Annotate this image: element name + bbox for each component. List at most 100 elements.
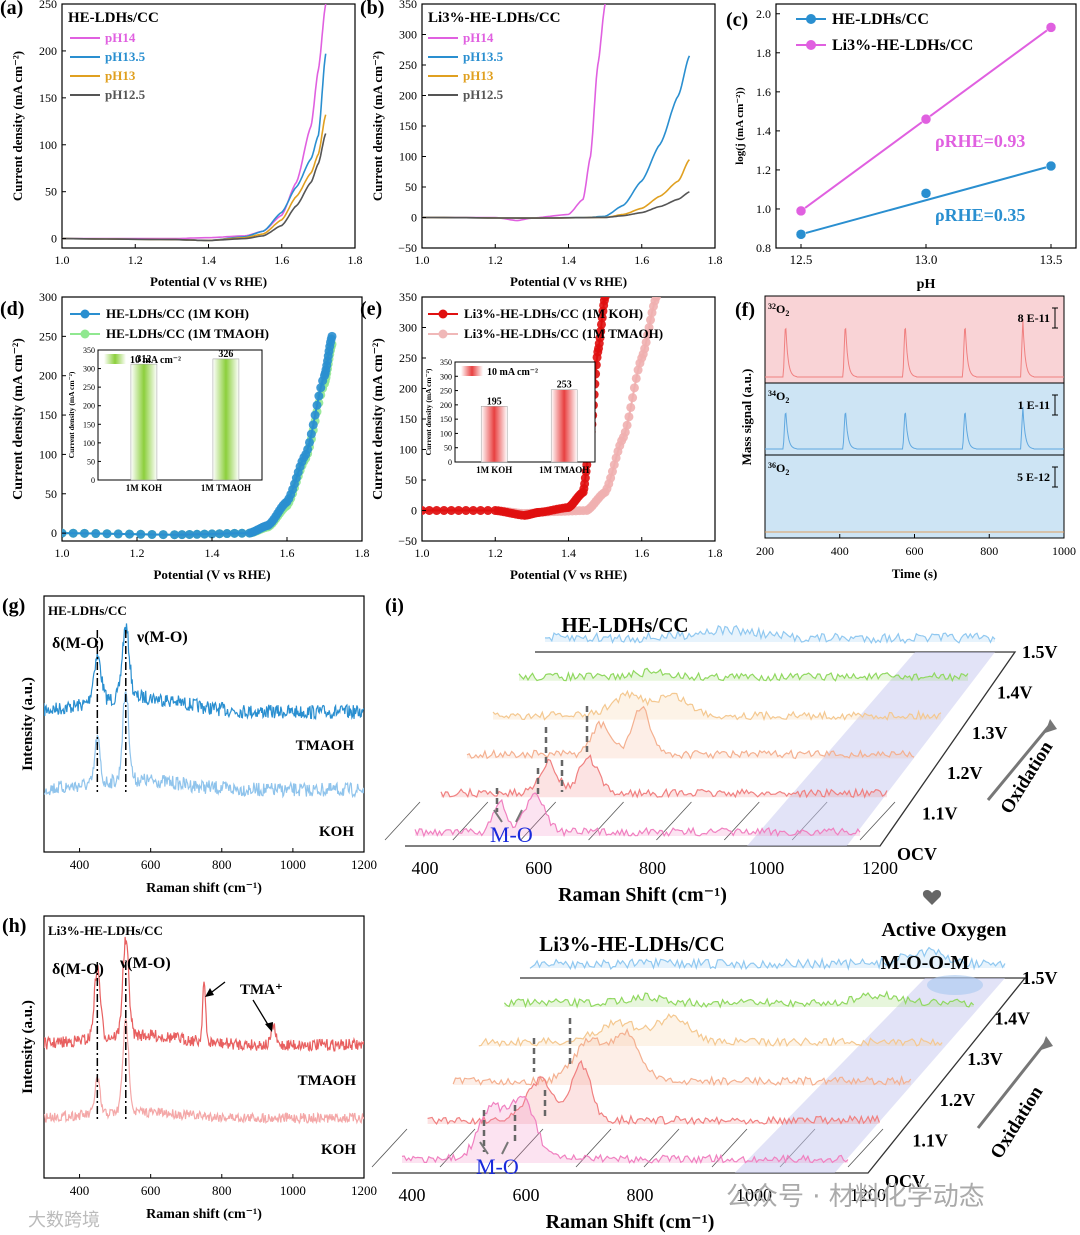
series-marker (609, 460, 619, 470)
series-group (62, 4, 327, 242)
isotope-sub: 2 (785, 468, 789, 477)
raman-line-KOH (44, 690, 364, 799)
inset-y-tick-label: 350 (83, 346, 95, 355)
scale-label: 5 E-12 (1017, 470, 1050, 484)
legend-label: pH13 (105, 68, 136, 83)
plane-grid-line (507, 1128, 544, 1168)
series-marker (644, 323, 654, 332)
y-tick-label: 300 (399, 28, 417, 42)
y-tick-label: 50 (45, 487, 57, 501)
oxidation-arrow (986, 724, 1052, 801)
x-tick-label: 200 (756, 544, 774, 558)
y-tick-label: 100 (39, 447, 57, 461)
y-tick-label: 50 (405, 473, 417, 487)
legend-marker (438, 329, 448, 339)
x-tick-label: 1200 (351, 857, 377, 872)
legend-label: Li3%-HE-LDHs/CC (1M TMAOH) (464, 326, 663, 341)
panel-label: (d) (0, 298, 24, 320)
x-tick-label: 1000 (748, 858, 784, 878)
y-tick-label: −50 (398, 241, 417, 255)
isotope-sup: 36 (768, 461, 776, 470)
data-point (920, 113, 932, 125)
series-marker (310, 410, 320, 420)
x-tick-label: 600 (525, 858, 552, 878)
spectrum-fill (427, 1061, 880, 1124)
plane-grid-line (656, 801, 692, 841)
panel-label: (h) (2, 915, 26, 937)
series-marker (316, 383, 326, 393)
scale-label: 1 E-11 (1018, 398, 1050, 412)
inset-y-label: Current density (mA cm⁻²) (424, 368, 433, 455)
fit-line-HE-LDHs/CC (800, 165, 1052, 236)
isotope-base: O (776, 302, 785, 316)
series-marker (91, 529, 101, 539)
plane-grid-line (643, 1128, 680, 1168)
series-marker (607, 467, 617, 477)
x-tick-label: 13.5 (1040, 252, 1063, 267)
inset-category-label: 1M KOH (126, 483, 162, 493)
peak-annotation: δ(M-O) (52, 635, 104, 652)
plane-grid-line (847, 1128, 884, 1168)
subpanel-bg (764, 382, 1065, 456)
slope-annotation: ρRHE=0.93 (935, 131, 1025, 151)
chart-title: HE-LDHs/CC (561, 613, 688, 637)
series-marker (454, 506, 464, 515)
x-tick-label: 1.6 (274, 253, 289, 267)
data-point (1045, 160, 1057, 172)
x-axis-label: Potential (V vs RHE) (150, 274, 267, 289)
x-tick-label: 800 (212, 857, 232, 872)
y-tick-label: 350 (399, 290, 417, 304)
x-axis-label: Raman shift (cm⁻¹) (146, 881, 262, 896)
y-tick-label: 1.4 (756, 124, 771, 138)
plane-grid-line (711, 1128, 748, 1168)
subpanel-bg (764, 454, 1065, 539)
mo-arrows (479, 1141, 509, 1155)
x-tick-label: 800 (212, 1183, 232, 1198)
x-tick-label: 1.8 (708, 546, 723, 560)
watermark-left: 大数跨境 (28, 1210, 100, 1231)
isotope-sub: 2 (785, 396, 789, 405)
series-marker (432, 506, 442, 515)
series-marker (641, 337, 651, 347)
legend-marker (806, 14, 816, 24)
x-tick-label: 400 (70, 1183, 90, 1198)
x-tick-label: 1.4 (561, 546, 576, 560)
series-marker (185, 529, 194, 539)
series-label: TMAOH (298, 1073, 357, 1089)
x-tick-label: 800 (639, 858, 666, 878)
plane-grid-line (588, 801, 624, 841)
tma-annotation: TMA⁺ (240, 982, 283, 998)
spectrum-fill (545, 625, 995, 643)
chart-title: Li3%-HE-LDHs/CC (539, 932, 725, 956)
series-marker (628, 393, 638, 403)
inset-bar (130, 363, 158, 481)
inset-y-tick-label: 350 (440, 358, 452, 367)
y-tick-label: 150 (399, 412, 417, 426)
series-marker (192, 529, 202, 539)
x-axis-label: Potential (V vs RHE) (510, 567, 627, 582)
y-tick-label: 200 (39, 369, 57, 383)
inset-category-label: 1M TMAOH (539, 465, 589, 475)
x-tick-label: 1000 (280, 857, 306, 872)
mo-label: M-O (476, 1154, 519, 1179)
y-tick-label: 200 (39, 44, 57, 58)
series-marker (314, 391, 324, 401)
legend-label: HE-LDHs/CC (1M TMAOH) (106, 326, 269, 341)
y-axis-label: Mass signal (a.u.) (739, 369, 754, 466)
active-oxygen-glow (927, 975, 983, 995)
legend-label: pH14 (463, 30, 494, 45)
potential-label: 1.1V (912, 1130, 948, 1150)
x-tick-label: 1.0 (55, 253, 70, 267)
series-line-pH12.5 (422, 191, 690, 219)
x-tick-label: 1200 (850, 1185, 886, 1205)
plane-outline (392, 977, 1027, 1174)
arrow-head (205, 988, 214, 997)
series-marker (626, 402, 636, 412)
inset-y-tick-label: 200 (83, 402, 95, 411)
series-marker (305, 437, 314, 447)
arrow-head (265, 1022, 273, 1032)
series-marker (215, 529, 224, 539)
x-tick-label: 12.5 (790, 252, 813, 267)
inset-y-tick-label: 250 (83, 383, 95, 392)
inset-legend-label: 10 mA cm⁻² (130, 355, 181, 366)
